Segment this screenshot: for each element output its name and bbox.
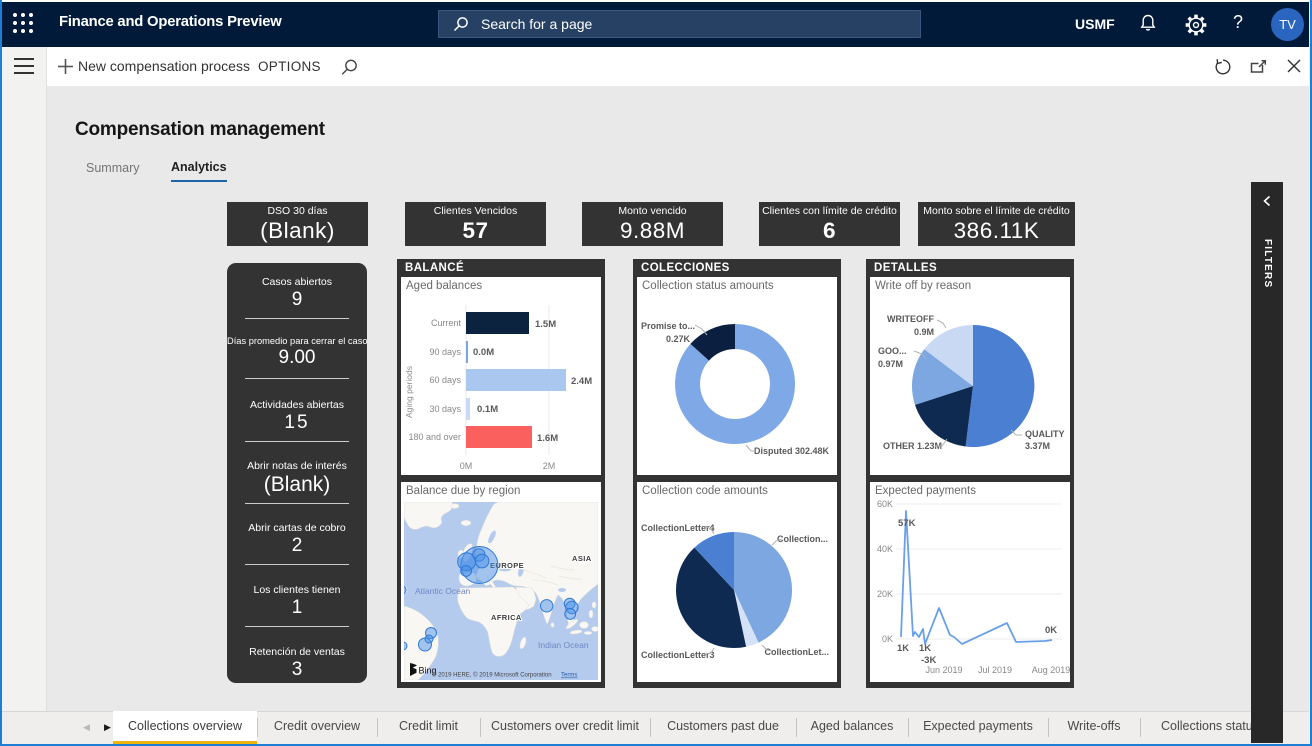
svg-text:2.4M: 2.4M [571,376,592,387]
svg-text:Disputed 302.48K: Disputed 302.48K [754,446,830,456]
svg-text:60K: 60K [877,499,893,509]
svg-text:CollectionLet...: CollectionLet... [764,647,829,657]
svg-text:0M: 0M [460,461,473,471]
svg-text:90 days: 90 days [429,347,461,357]
svg-text:180 and over: 180 and over [408,432,461,442]
svg-text:1K: 1K [919,643,931,654]
svg-text:3.37M: 3.37M [1025,441,1050,451]
svg-text:1.5M: 1.5M [535,319,556,330]
svg-text:CollectionLetter4: CollectionLetter4 [641,523,715,533]
svg-text:Collection...: Collection... [777,534,828,544]
svg-text:Terms: Terms [561,673,577,679]
svg-text:0.97M: 0.97M [878,359,903,369]
svg-text:Current: Current [431,318,462,328]
svg-text:Jun 2019: Jun 2019 [925,665,962,675]
svg-text:60 days: 60 days [429,375,461,385]
svg-text:0.9M: 0.9M [914,327,934,337]
svg-text:1.6M: 1.6M [537,433,558,444]
svg-text:CollectionLetter3: CollectionLetter3 [641,650,715,660]
svg-text:QUALITY: QUALITY [1025,429,1065,439]
svg-text:1K: 1K [897,643,909,654]
svg-text:WRITEOFF: WRITEOFF [887,314,934,324]
svg-text:0.1M: 0.1M [477,404,498,415]
svg-text:Aging periods: Aging periods [404,366,414,418]
svg-text:Jul 2019: Jul 2019 [978,665,1012,675]
svg-text:Aug 2019: Aug 2019 [1032,665,1070,675]
svg-text:40K: 40K [877,544,893,554]
svg-text:0.27K: 0.27K [666,334,691,344]
svg-text:Atlantic Ocean: Atlantic Ocean [415,586,471,596]
svg-text:0K: 0K [1045,625,1057,636]
svg-text:0K: 0K [882,634,893,644]
svg-text:57K: 57K [898,518,916,529]
svg-text:Promise to...: Promise to... [641,321,695,331]
svg-text:2M: 2M [543,461,556,471]
svg-text:Bing: Bing [419,666,437,676]
svg-text:30 days: 30 days [429,404,461,414]
svg-text:GOO...: GOO... [878,346,907,356]
svg-text:ASIA: ASIA [572,554,592,563]
svg-text:20K: 20K [877,589,893,599]
svg-text:-3K: -3K [921,655,936,666]
svg-text:Indian Ocean: Indian Ocean [538,640,589,650]
svg-text:EUROPE: EUROPE [490,561,524,570]
svg-text:© 2019 HERE, © 2019 Microsoft: © 2019 HERE, © 2019 Microsoft Corporatio… [432,672,552,679]
svg-text:OTHER 1.23M: OTHER 1.23M [883,441,942,451]
svg-text:0.0M: 0.0M [473,347,494,358]
svg-text:AFRICA: AFRICA [491,613,522,622]
